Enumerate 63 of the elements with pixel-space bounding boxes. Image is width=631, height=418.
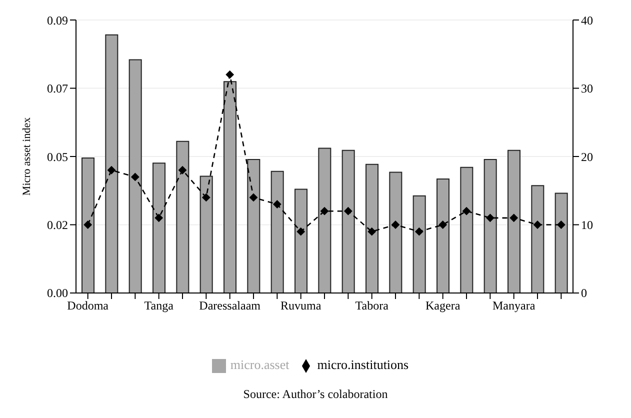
point: [84, 220, 92, 229]
point: [392, 220, 400, 229]
bar: [460, 166, 474, 293]
x-tick-label: Manyara: [492, 298, 536, 313]
point: [202, 193, 210, 202]
bar: [531, 185, 544, 293]
point: [344, 207, 352, 216]
point: [320, 207, 328, 216]
point: [131, 172, 140, 181]
bar: [294, 188, 308, 293]
y-tick-label: 0.05: [47, 150, 68, 164]
x-tick-label: Dodoma: [67, 298, 110, 313]
bar: [247, 159, 260, 293]
bar: [366, 164, 378, 293]
y2-tick-label: 30: [581, 82, 593, 96]
bar: [389, 172, 402, 293]
bar: [270, 170, 284, 293]
y2-tick-label: 0: [581, 286, 587, 300]
source-note: Source: Author’s colaboration: [242, 387, 389, 402]
bar: [82, 158, 94, 293]
point: [557, 220, 566, 229]
bar: [342, 150, 355, 293]
bar: [436, 178, 450, 293]
point: [250, 193, 258, 202]
bar: [508, 150, 520, 293]
point: [108, 166, 116, 174]
bar: [224, 81, 236, 293]
y-axis-title: Micro asset index: [20, 116, 33, 196]
bar: [200, 176, 213, 293]
bar: [105, 34, 118, 293]
legend-label: micro.asset: [230, 356, 290, 372]
x-tick-label: Tanga: [144, 298, 174, 313]
y2-tick-label: 40: [581, 13, 593, 28]
y-tick-label: 0.07: [47, 82, 68, 96]
point: [534, 220, 542, 229]
point: [438, 220, 447, 229]
point: [486, 214, 494, 222]
y2-tick-label: 20: [581, 150, 593, 164]
point: [510, 214, 518, 222]
y-tick-label: 0.02: [47, 218, 68, 232]
point: [154, 214, 163, 222]
x-tick-label: Kagera: [426, 298, 461, 313]
y-tick-label: 0.09: [47, 13, 68, 28]
x-tick-label: Tabora: [355, 298, 390, 313]
bar: [152, 162, 166, 293]
point: [296, 228, 305, 236]
bar: [554, 192, 568, 293]
bar: [484, 159, 497, 293]
y-tick-label: 0.00: [47, 286, 68, 300]
x-tick-label: Daressalaam: [199, 298, 262, 313]
bar: [176, 140, 190, 293]
point: [368, 228, 376, 236]
point: [226, 70, 234, 79]
point: [415, 228, 424, 236]
bar: [128, 59, 142, 293]
point: [462, 207, 470, 216]
y2-tick-label: 10: [581, 218, 593, 232]
x-tick-label: Ruvuma: [280, 298, 322, 313]
legend-label: micro.institutions: [317, 356, 409, 372]
point: [178, 166, 186, 174]
bar: [412, 195, 426, 293]
bar: [318, 148, 332, 293]
point: [273, 200, 282, 208]
